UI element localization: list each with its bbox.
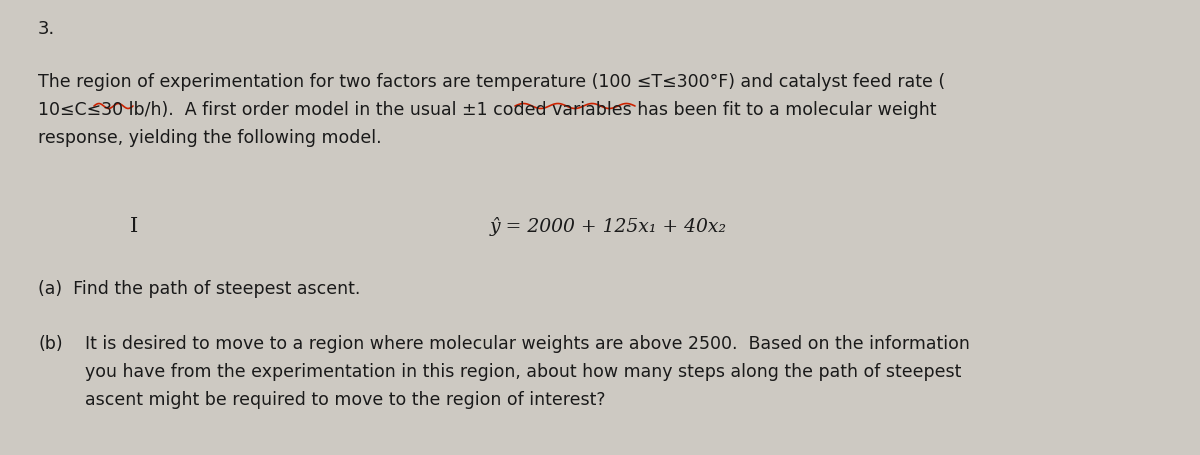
Text: 10≤C≤30 lb/h).  A first order model in the usual ±1 coded variables has been fit: 10≤C≤30 lb/h). A first order model in th… bbox=[38, 101, 936, 119]
Text: 3.: 3. bbox=[38, 20, 55, 38]
Text: (a)  Find the path of steepest ascent.: (a) Find the path of steepest ascent. bbox=[38, 280, 360, 298]
Text: It is desired to move to a region where molecular weights are above 2500.  Based: It is desired to move to a region where … bbox=[85, 335, 970, 353]
Text: you have from the experimentation in this region, about how many steps along the: you have from the experimentation in thi… bbox=[85, 363, 961, 381]
Text: response, yielding the following model.: response, yielding the following model. bbox=[38, 129, 382, 147]
Text: The region of experimentation for two factors are temperature (100 ≤T≤300°F) and: The region of experimentation for two fa… bbox=[38, 73, 946, 91]
Text: I: I bbox=[130, 217, 138, 237]
Text: (b): (b) bbox=[38, 335, 62, 353]
Text: ascent might be required to move to the region of interest?: ascent might be required to move to the … bbox=[85, 391, 606, 409]
Text: ŷ = 2000 + 125x₁ + 40x₂: ŷ = 2000 + 125x₁ + 40x₂ bbox=[490, 217, 727, 237]
